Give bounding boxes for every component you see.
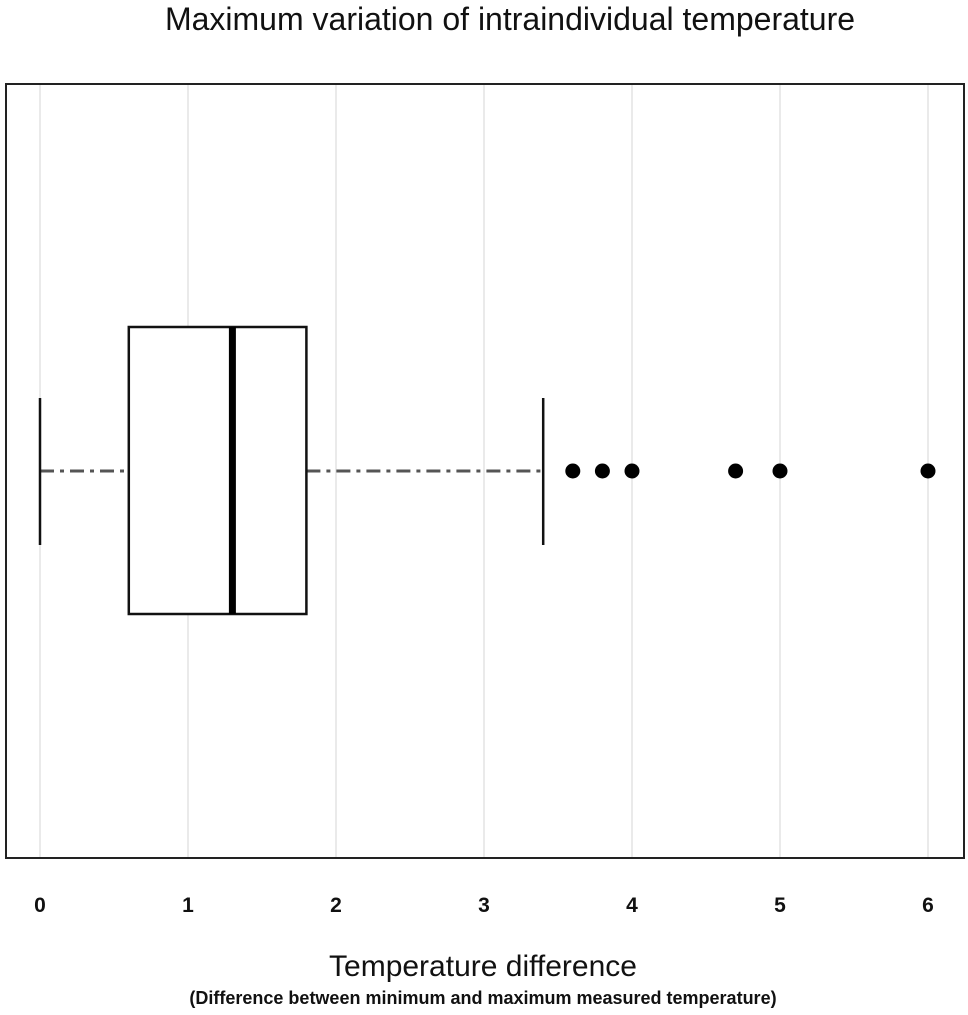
outlier-point — [728, 463, 744, 479]
outlier-point — [624, 463, 640, 479]
outlier-point — [594, 463, 610, 479]
x-tick-label: 3 — [478, 894, 490, 917]
x-tick-label: 6 — [922, 894, 934, 917]
x-tick-label: 2 — [330, 894, 342, 917]
plot-frame — [5, 83, 965, 859]
x-tick-label: 0 — [34, 894, 46, 917]
outlier-point — [565, 463, 581, 479]
x-tick-label: 5 — [774, 894, 786, 917]
x-axis-label: Temperature difference — [329, 950, 637, 983]
chart-title: Maximum variation of intraindividual tem… — [165, 1, 855, 37]
x-axis-ticks: 0 1 2 3 4 5 6 — [34, 894, 934, 917]
iqr-box — [127, 325, 308, 616]
box-layer — [38, 325, 545, 616]
outlier-point — [920, 463, 936, 479]
outliers — [565, 463, 936, 479]
outlier-point — [772, 463, 788, 479]
x-tick-label: 1 — [182, 894, 194, 917]
x-tick-label: 4 — [626, 894, 638, 917]
x-axis-sublabel: (Difference between minimum and maximum … — [189, 988, 776, 1008]
